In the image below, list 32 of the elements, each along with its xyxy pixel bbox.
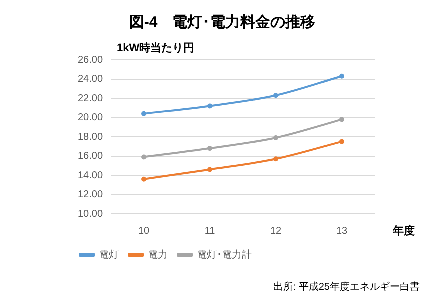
legend-label: 電灯･電力計 <box>197 248 252 261</box>
point <box>340 74 345 79</box>
point <box>142 154 147 160</box>
y-tick-label: 16.00 <box>78 151 104 162</box>
y-tick-label: 18.00 <box>78 132 104 143</box>
x-tick-label: 12 <box>270 226 282 237</box>
point <box>208 146 213 152</box>
chart-title: 図-4 電灯･電力料金の推移 <box>129 14 316 32</box>
x-axis-title: 年度 <box>392 224 415 238</box>
y-tick-label: 12.00 <box>78 190 104 200</box>
x-tick-label: 10 <box>138 226 150 237</box>
y-tick-label: 20.00 <box>78 112 104 124</box>
point <box>340 117 345 122</box>
point <box>274 135 279 140</box>
y-tick-label: 14.00 <box>78 170 104 182</box>
y-tick-label: 26.00 <box>78 54 104 66</box>
point <box>208 167 213 172</box>
point <box>340 139 345 144</box>
x-tick-label: 13 <box>336 226 348 237</box>
x-tick-label: 11 <box>204 226 216 237</box>
point <box>142 176 147 182</box>
y-tick-label: 24.00 <box>78 74 104 85</box>
point <box>274 156 279 162</box>
legend-label: 電力 <box>148 248 168 261</box>
legend-label: 電灯 <box>99 248 119 261</box>
text: 出所: 平成25年度エネルギー白書 <box>273 280 420 293</box>
point <box>142 111 147 116</box>
point <box>274 93 279 98</box>
y-tick-label: 10.00 <box>78 208 104 220</box>
y-tick-label: 22.00 <box>78 93 104 104</box>
point <box>208 104 213 109</box>
y-axis-title: 1kW時当たり円 <box>117 42 195 55</box>
